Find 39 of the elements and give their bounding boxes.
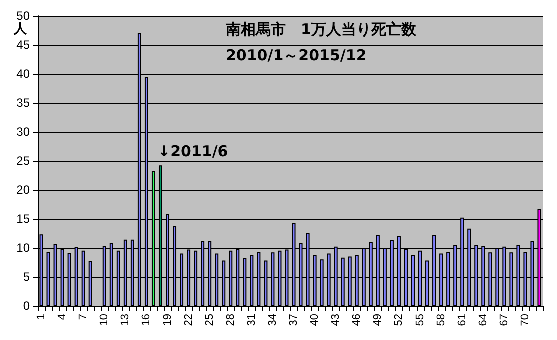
- y-axis-title: 人: [13, 22, 28, 37]
- text: 2010/1～2015/12: [226, 46, 367, 64]
- chart-title: 南相馬市 1万人当り死亡数: [225, 20, 418, 38]
- x-tick-label: 16: [140, 314, 153, 326]
- y-tick-label: 15: [16, 212, 30, 226]
- x-tick-label: 4: [56, 314, 69, 320]
- y-tick-label: 20: [16, 183, 30, 197]
- annotation: ↓2011/6: [158, 142, 228, 160]
- x-tick-label: 10: [98, 314, 111, 326]
- x-tick-label: 58: [435, 314, 448, 326]
- x-tick-label: 7: [78, 314, 90, 320]
- x-tick-label: 43: [330, 314, 342, 326]
- x-tick-label: 25: [204, 314, 216, 326]
- x-tick-label: 40: [309, 314, 322, 326]
- x-tick-label: 37: [288, 314, 300, 326]
- x-tick-label: 49: [372, 314, 384, 326]
- x-tick-label: 55: [414, 314, 426, 326]
- x-tick-label: 22: [182, 314, 195, 326]
- x-tick-label: 70: [519, 314, 532, 326]
- x-tick-label: 28: [224, 314, 237, 326]
- y-tick-label: 25: [16, 154, 30, 168]
- y-tick-label: 50: [16, 9, 30, 23]
- y-tick-label: 0: [23, 299, 30, 313]
- x-tick-label: 67: [498, 314, 510, 326]
- x-tick-label: 13: [120, 314, 132, 326]
- x-tick-label: 61: [456, 314, 468, 326]
- x-tick-label: 64: [477, 314, 490, 326]
- x-tick-label: 52: [393, 314, 406, 326]
- x-tick-label: 34: [266, 314, 279, 326]
- y-tick-label: 35: [16, 96, 30, 110]
- y-tick-label: 45: [16, 38, 30, 52]
- y-tick-label: 40: [16, 67, 30, 81]
- x-tick-label: 19: [162, 314, 174, 326]
- y-tick-label: 10: [16, 241, 30, 255]
- y-tick-label: 5: [23, 270, 30, 284]
- x-tick-label: 1: [36, 314, 48, 320]
- x-tick-label: 46: [351, 314, 364, 326]
- x-tick-label: 31: [246, 314, 258, 326]
- y-tick-label: 30: [16, 125, 30, 139]
